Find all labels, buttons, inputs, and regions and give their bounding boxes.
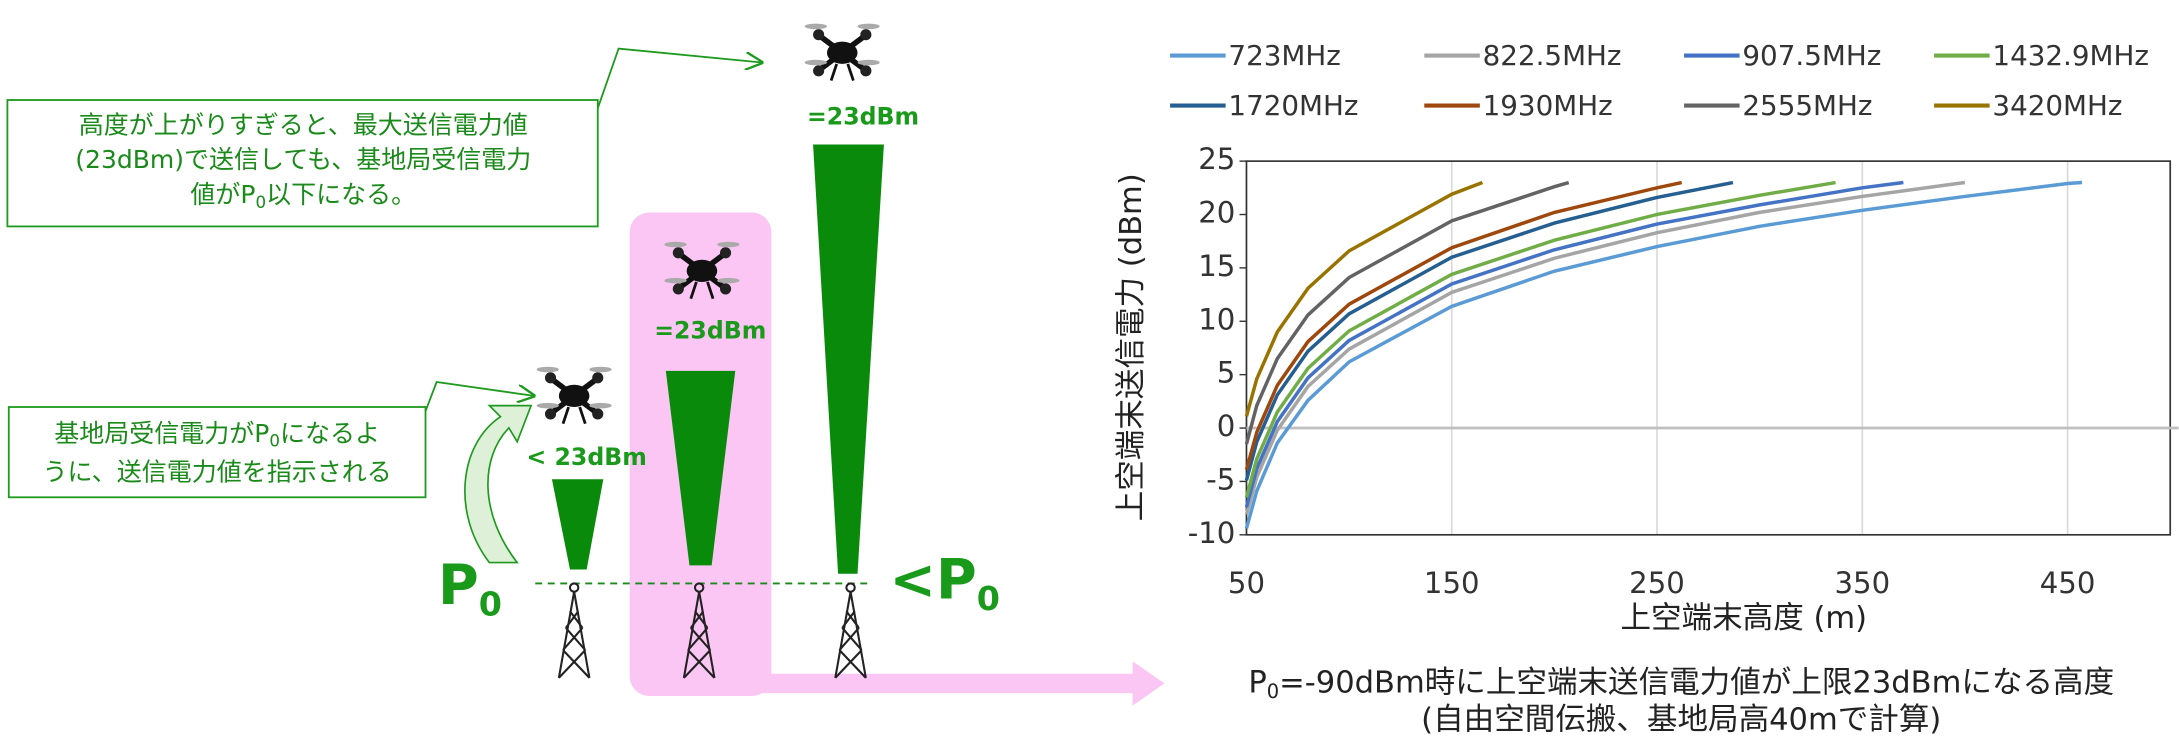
x-tick-label: 250 bbox=[1629, 566, 1685, 600]
legend-label: 2555MHz bbox=[1742, 89, 1872, 122]
note-text: 基地局受信電力がP bbox=[54, 419, 269, 448]
power-label: < 23dBm bbox=[526, 443, 646, 471]
lt-p0-sub: 0 bbox=[977, 579, 1000, 618]
beam bbox=[665, 370, 736, 566]
lt-p0-label: <P bbox=[889, 548, 976, 613]
legend-label: 1720MHz bbox=[1228, 89, 1358, 122]
caption-sub: 0 bbox=[1267, 679, 1279, 702]
y-tick-label: 10 bbox=[1198, 302, 1235, 336]
p0-sub: 0 bbox=[479, 584, 502, 623]
legend-label: 723MHz bbox=[1228, 39, 1340, 72]
callout-line bbox=[596, 47, 762, 109]
series-line bbox=[1244, 180, 1966, 515]
pink-arrow bbox=[750, 661, 1165, 706]
curved-arrow bbox=[464, 404, 533, 564]
y-tick-label: -10 bbox=[1188, 516, 1236, 550]
y-tick-label: 0 bbox=[1217, 409, 1236, 443]
series-line bbox=[1244, 180, 1570, 445]
legend-label: 1930MHz bbox=[1483, 89, 1613, 122]
lt-p0-label: <P0 bbox=[889, 548, 999, 618]
note-text: 高度が上がりすぎると、最大送信電力値 bbox=[79, 110, 528, 139]
callout-line bbox=[424, 381, 534, 412]
y-tick-label: 20 bbox=[1198, 196, 1235, 230]
caption: (自由空間伝搬、基地局高40mで計算) bbox=[1421, 702, 1941, 737]
series-line bbox=[1244, 180, 2083, 529]
note-text: うに、送信電力値を指示される bbox=[43, 458, 392, 487]
drone bbox=[537, 367, 612, 424]
series-line bbox=[1244, 180, 1484, 417]
drone bbox=[805, 24, 880, 81]
x-tick-label: 150 bbox=[1424, 566, 1480, 600]
caption: P0=-90dBm時に上空端末送信電力値が上限23dBmになる高度 bbox=[1248, 665, 2114, 702]
legend-label: 907.5MHz bbox=[1742, 39, 1881, 72]
legend-label: 3420MHz bbox=[1992, 89, 2122, 122]
caption: =-90dBm時に上空端末送信電力値が上限23dBmになる高度 bbox=[1279, 665, 2114, 700]
caption: P bbox=[1248, 665, 1266, 700]
note-text: 以下になる。 bbox=[266, 180, 416, 209]
beam bbox=[813, 144, 884, 574]
tower bbox=[834, 582, 867, 679]
note-sub: 0 bbox=[255, 192, 266, 211]
x-tick-label: 350 bbox=[1834, 566, 1890, 600]
p0-label: P0 bbox=[438, 553, 502, 623]
note-text: (23dBm)で送信しても、基地局受信電力 bbox=[75, 145, 531, 174]
note-text: 値がP0以下になる。 bbox=[190, 180, 416, 211]
series-line bbox=[1244, 180, 1904, 508]
x-tick-label: 50 bbox=[1228, 566, 1265, 600]
note-text: になるよ bbox=[280, 419, 380, 448]
tower bbox=[557, 582, 591, 679]
power-label: =23dBm bbox=[807, 103, 919, 131]
plot-frame bbox=[1245, 160, 2172, 536]
beam bbox=[551, 479, 604, 570]
x-axis-title: 上空端末高度 (m) bbox=[1620, 601, 1867, 636]
y-axis-title: 上空端末送信電力 (dBm) bbox=[1114, 173, 1149, 521]
legend-label: 1432.9MHz bbox=[1992, 39, 2149, 72]
note-box bbox=[6, 99, 599, 228]
x-tick-label: 450 bbox=[2040, 566, 2096, 600]
y-tick-label: -5 bbox=[1206, 462, 1235, 496]
plot: 50 150 250 350 450 -10 -5 0 5 10 15 20 25 723MHz 822.5… bbox=[1170, 39, 2179, 600]
note-box bbox=[7, 406, 427, 499]
series-line bbox=[1244, 180, 1734, 481]
p0-label: P bbox=[438, 553, 479, 618]
y-tick-label: 5 bbox=[1217, 356, 1236, 390]
series-line bbox=[1244, 180, 1683, 471]
note-sub: 0 bbox=[269, 431, 280, 450]
series-line bbox=[1244, 180, 1836, 498]
power-label: =23dBm bbox=[654, 316, 766, 344]
note-text: 値がP bbox=[190, 180, 255, 209]
y-tick-label: 15 bbox=[1198, 249, 1235, 283]
legend-label: 822.5MHz bbox=[1483, 39, 1622, 72]
y-tick-label: 25 bbox=[1198, 142, 1235, 176]
note-text: 基地局受信電力がP0になるよ bbox=[54, 419, 380, 450]
